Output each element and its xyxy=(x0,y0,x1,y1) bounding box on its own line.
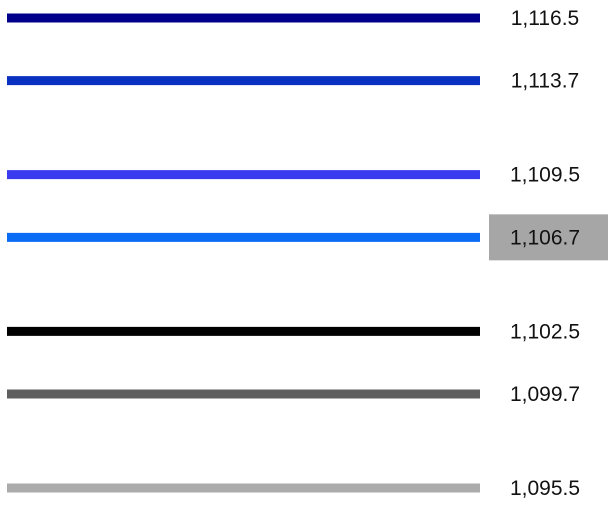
level-lines-group: 1,116.5 1,113.7 1,109.5 1,106.7 1,102.5 1,099… xyxy=(7,7,608,500)
current-level-highlight-box xyxy=(489,214,608,261)
level-value-label-6: 1,099.7 xyxy=(510,383,580,406)
level-value-label-3: 1,109.5 xyxy=(510,164,580,187)
level-value-label-5: 1,102.5 xyxy=(510,320,580,343)
level-value-label-7: 1,095.5 xyxy=(510,477,580,500)
level-value-label-4: 1,106.7 xyxy=(510,226,580,249)
level-value-label-2: 1,113.7 xyxy=(511,70,580,93)
level-value-label-1: 1,116.5 xyxy=(511,7,580,30)
